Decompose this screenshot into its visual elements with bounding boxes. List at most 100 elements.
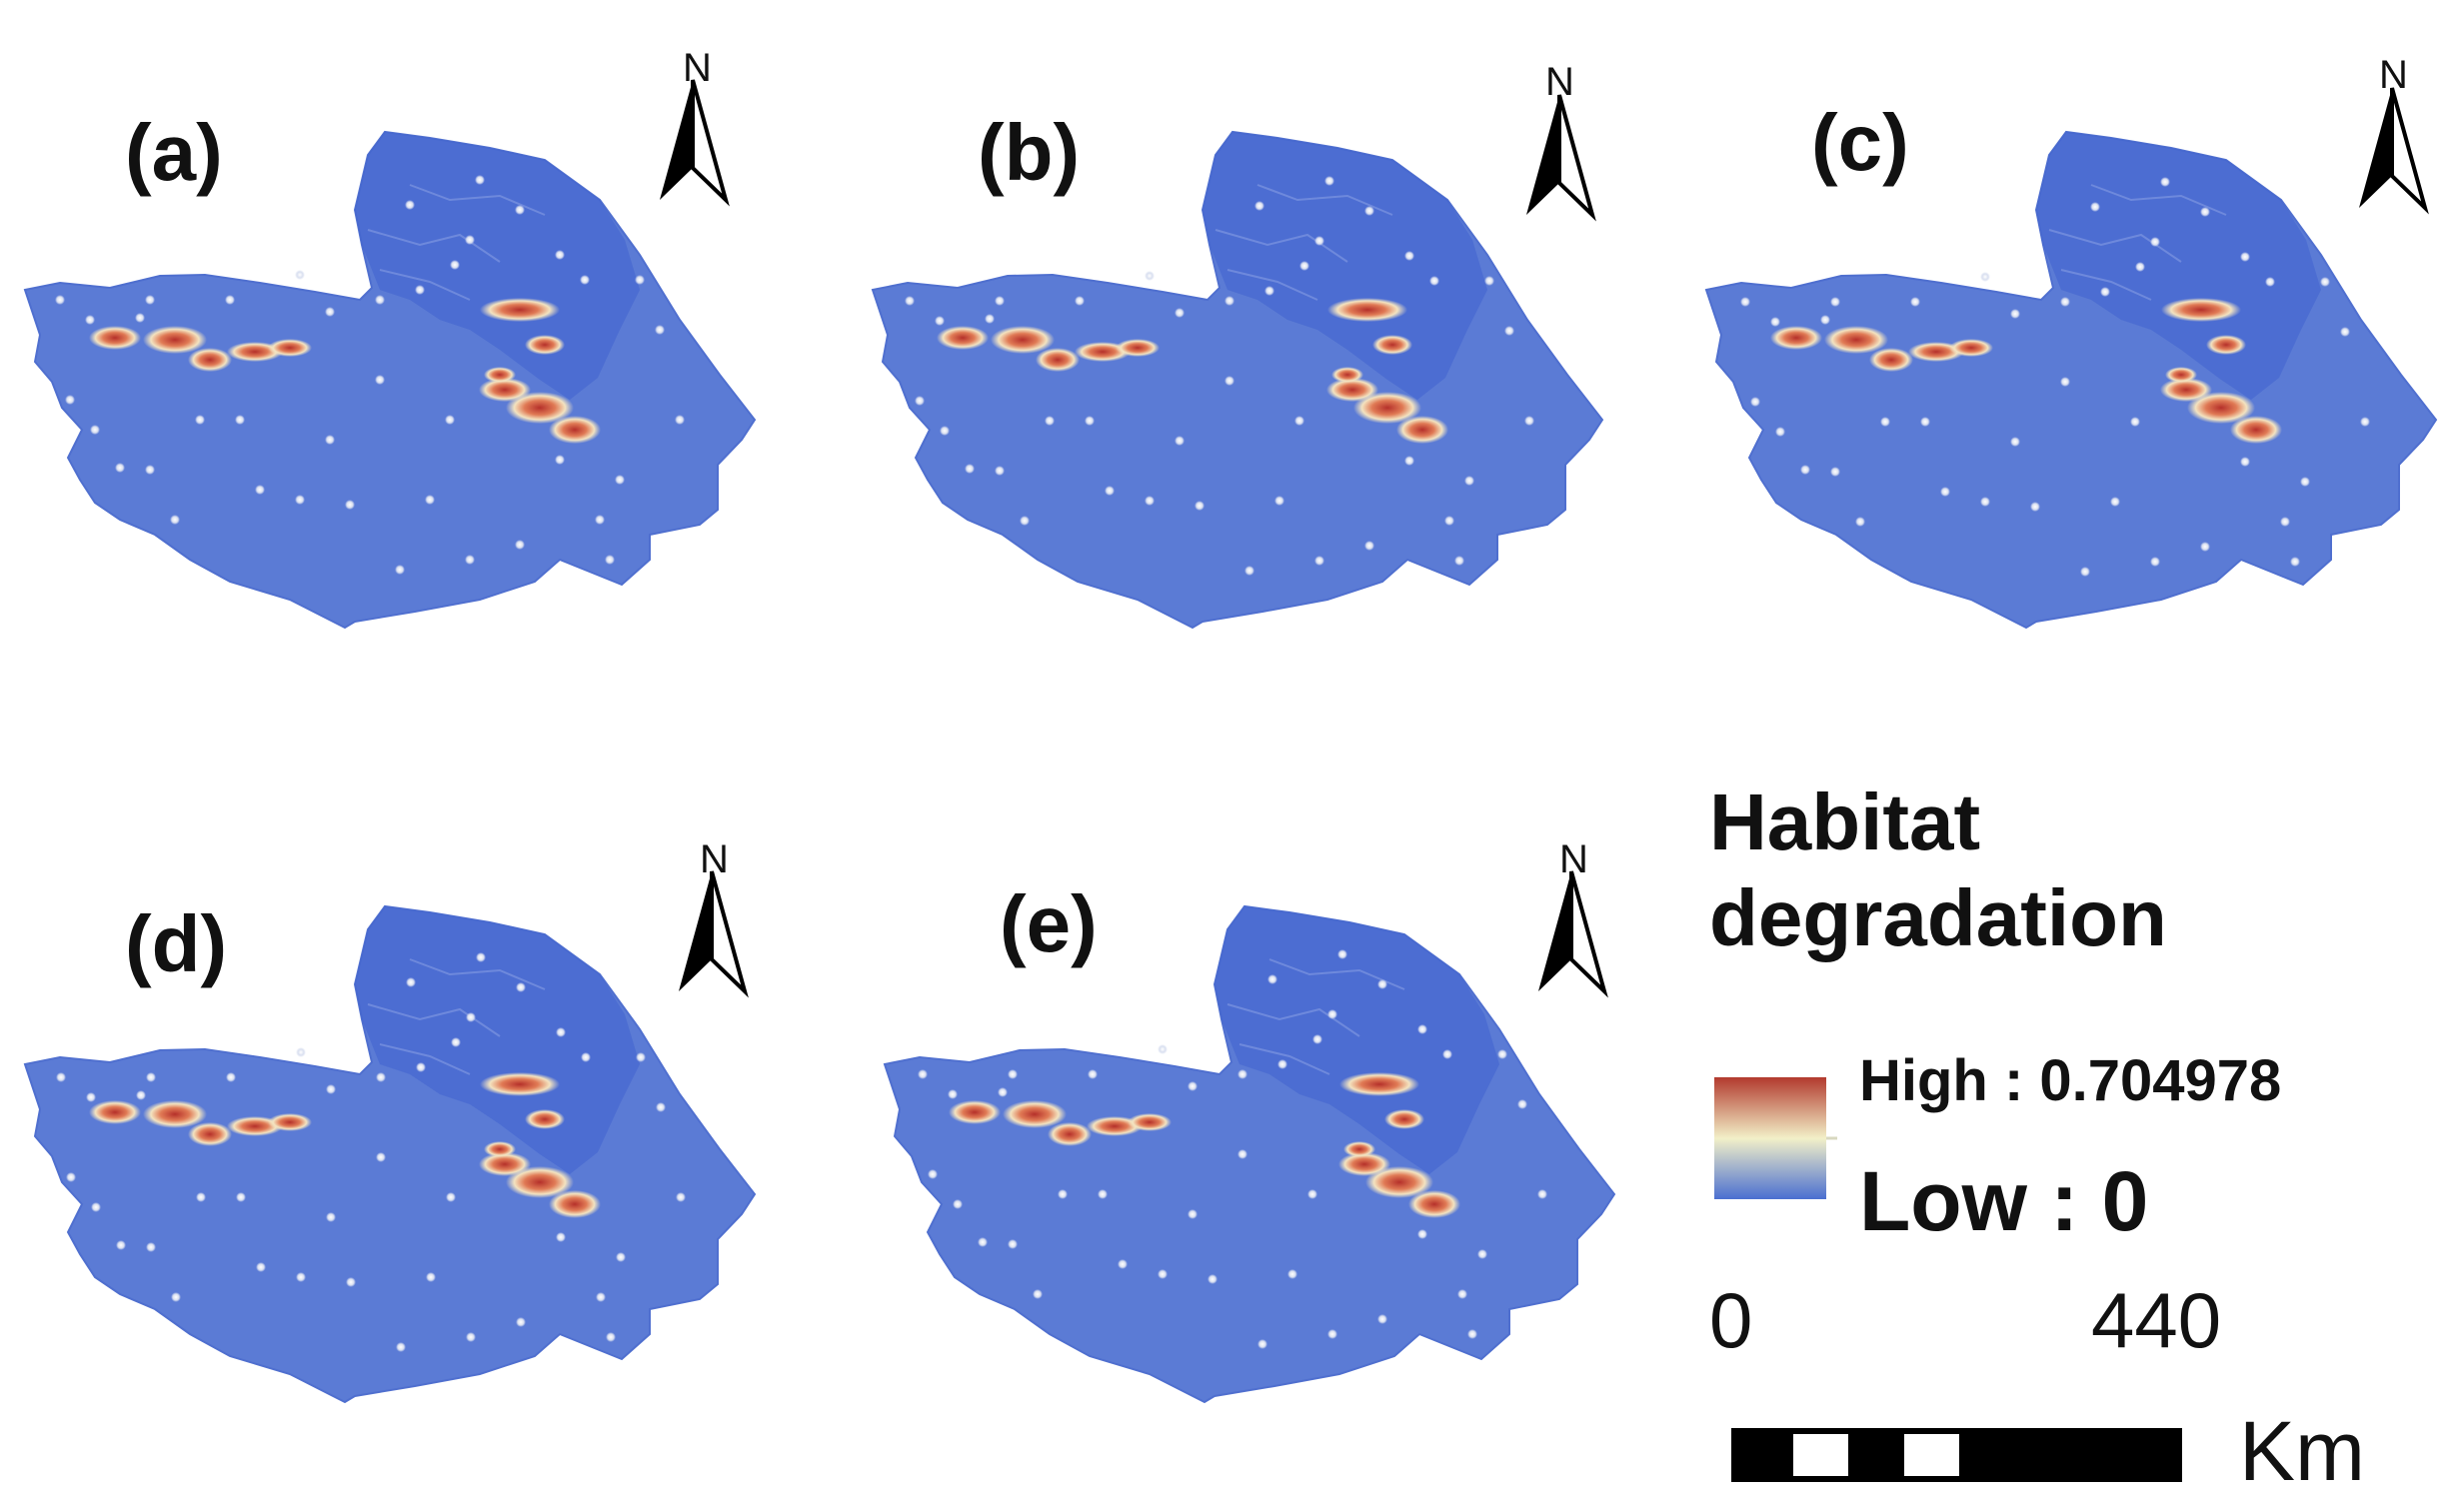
legend-low-label: Low : 0 bbox=[1859, 1154, 2149, 1248]
settlement-point bbox=[953, 1199, 963, 1209]
settlement-point bbox=[326, 1212, 336, 1222]
degradation-hotspot bbox=[188, 348, 232, 372]
degradation-hotspot bbox=[1327, 298, 1407, 322]
basin-area bbox=[1215, 906, 1499, 1174]
settlement-point bbox=[1274, 496, 1284, 506]
settlement-point bbox=[1830, 467, 1840, 477]
degradation-hotspot bbox=[549, 416, 601, 444]
settlement-point bbox=[2010, 309, 2020, 319]
settlement-point bbox=[415, 285, 425, 295]
settlement-point bbox=[1467, 1329, 1477, 1339]
degradation-hotspot bbox=[2165, 367, 2197, 383]
settlement-point bbox=[235, 415, 245, 425]
settlement-point bbox=[325, 435, 335, 445]
settlement-point bbox=[1337, 949, 1347, 959]
settlement-point bbox=[2160, 177, 2170, 187]
settlement-point bbox=[935, 316, 945, 326]
settlement-point bbox=[145, 465, 155, 475]
sub-boundary bbox=[409, 958, 546, 990]
settlement-point bbox=[405, 200, 415, 210]
scale-unit-label: Km bbox=[2239, 1404, 2365, 1498]
degradation-hotspot bbox=[480, 298, 560, 322]
settlement-point bbox=[475, 175, 485, 185]
settlement-point bbox=[225, 295, 235, 305]
settlement-point bbox=[1314, 556, 1324, 566]
settlement-point bbox=[1364, 541, 1374, 551]
north-arrow-icon bbox=[1526, 94, 1596, 222]
settlement-point bbox=[2010, 437, 2020, 447]
degradation-hotspot bbox=[268, 1113, 312, 1131]
scale-end-label: 440 bbox=[2091, 1276, 2222, 1364]
settlement-point bbox=[1008, 1239, 1018, 1249]
settlement-point bbox=[1312, 1034, 1322, 1044]
settlement-point bbox=[1105, 486, 1115, 496]
legend-color-ramp bbox=[1714, 1077, 1826, 1199]
degradation-hotspot bbox=[143, 326, 207, 354]
degradation-hotspot bbox=[506, 1166, 574, 1198]
sub-boundary bbox=[1256, 184, 1393, 216]
degradation-hotspot bbox=[1343, 1141, 1375, 1157]
settlement-point bbox=[1417, 1229, 1427, 1239]
settlement-point bbox=[516, 1317, 526, 1327]
settlement-point bbox=[2200, 542, 2210, 552]
north-label-d: N bbox=[700, 837, 729, 881]
settlement-point bbox=[918, 1069, 928, 1079]
settlement-point bbox=[1800, 465, 1810, 475]
settlement-point bbox=[1237, 1069, 1247, 1079]
panel-label-e: (e) bbox=[1000, 879, 1098, 968]
settlement-point bbox=[1504, 326, 1514, 336]
settlement-point bbox=[446, 1192, 456, 1202]
settlement-point bbox=[196, 1192, 206, 1202]
settlement-point bbox=[1158, 1269, 1168, 1279]
panel-label-d: (d) bbox=[125, 899, 228, 988]
settlement-point bbox=[1940, 487, 1950, 497]
settlement-point bbox=[1517, 1099, 1527, 1109]
settlement-point bbox=[1429, 276, 1439, 286]
degradation-hotspot bbox=[1036, 348, 1080, 372]
settlement-point bbox=[1244, 566, 1254, 576]
settlement-point bbox=[2150, 237, 2160, 247]
settlement-point bbox=[1364, 206, 1374, 216]
settlement-point bbox=[55, 295, 65, 305]
settlement-point bbox=[1085, 416, 1095, 426]
settlement-point bbox=[1464, 476, 1474, 486]
degradation-hotspot bbox=[1128, 1113, 1172, 1131]
legend-title: Habitat degradation bbox=[1709, 774, 2409, 966]
degradation-hotspot bbox=[525, 335, 565, 355]
settlement-point bbox=[581, 1052, 591, 1062]
settlement-point bbox=[1307, 1189, 1317, 1199]
sub-boundary bbox=[1238, 1043, 1330, 1075]
settlement-point bbox=[1740, 297, 1750, 307]
panel-label-b: (b) bbox=[978, 108, 1081, 197]
degradation-hotspot bbox=[1353, 392, 1421, 424]
legend-high-label: High : 0.704978 bbox=[1859, 1048, 2282, 1113]
settlement-point bbox=[1225, 296, 1234, 306]
settlement-point bbox=[2080, 567, 2090, 577]
settlement-point bbox=[2290, 557, 2300, 567]
degradation-hotspot bbox=[188, 1122, 232, 1146]
settlement-point bbox=[1208, 1274, 1218, 1284]
degradation-hotspot bbox=[143, 1100, 207, 1128]
settlement-point bbox=[915, 396, 925, 406]
settlement-point bbox=[2060, 297, 2070, 307]
settlement-point bbox=[1404, 456, 1414, 466]
settlement-point bbox=[1314, 236, 1324, 246]
settlement-point bbox=[56, 1072, 66, 1082]
settlement-point bbox=[1299, 261, 1309, 271]
settlement-point bbox=[406, 977, 416, 987]
settlement-point bbox=[1118, 1259, 1128, 1269]
settlement-point bbox=[1855, 517, 1865, 527]
settlement-point bbox=[595, 515, 605, 525]
settlement-point bbox=[1377, 979, 1387, 989]
settlement-point bbox=[1264, 286, 1274, 296]
settlement-point bbox=[676, 1192, 686, 1202]
degradation-hotspot bbox=[2187, 392, 2255, 424]
settlement-point bbox=[66, 1172, 76, 1182]
settlement-point bbox=[1524, 416, 1534, 426]
settlement-point bbox=[1158, 1044, 1168, 1054]
basin-area bbox=[355, 906, 640, 1174]
degradation-hotspot bbox=[1116, 339, 1160, 357]
settlement-point bbox=[426, 1272, 436, 1282]
settlement-point bbox=[226, 1072, 236, 1082]
settlement-point bbox=[556, 1027, 566, 1037]
